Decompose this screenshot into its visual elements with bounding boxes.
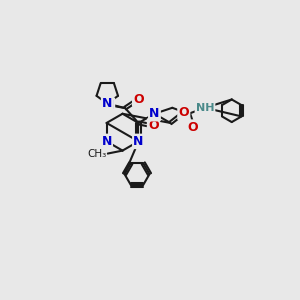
Text: O: O	[133, 93, 144, 106]
Text: O: O	[178, 106, 189, 119]
Text: O: O	[148, 119, 159, 132]
Text: N: N	[133, 135, 144, 148]
Text: CH₃: CH₃	[87, 148, 106, 159]
Text: N: N	[101, 135, 112, 148]
Text: N: N	[103, 99, 114, 112]
Text: NH: NH	[196, 103, 214, 113]
Text: N: N	[102, 97, 112, 110]
Text: N: N	[149, 107, 160, 120]
Text: O: O	[188, 121, 198, 134]
